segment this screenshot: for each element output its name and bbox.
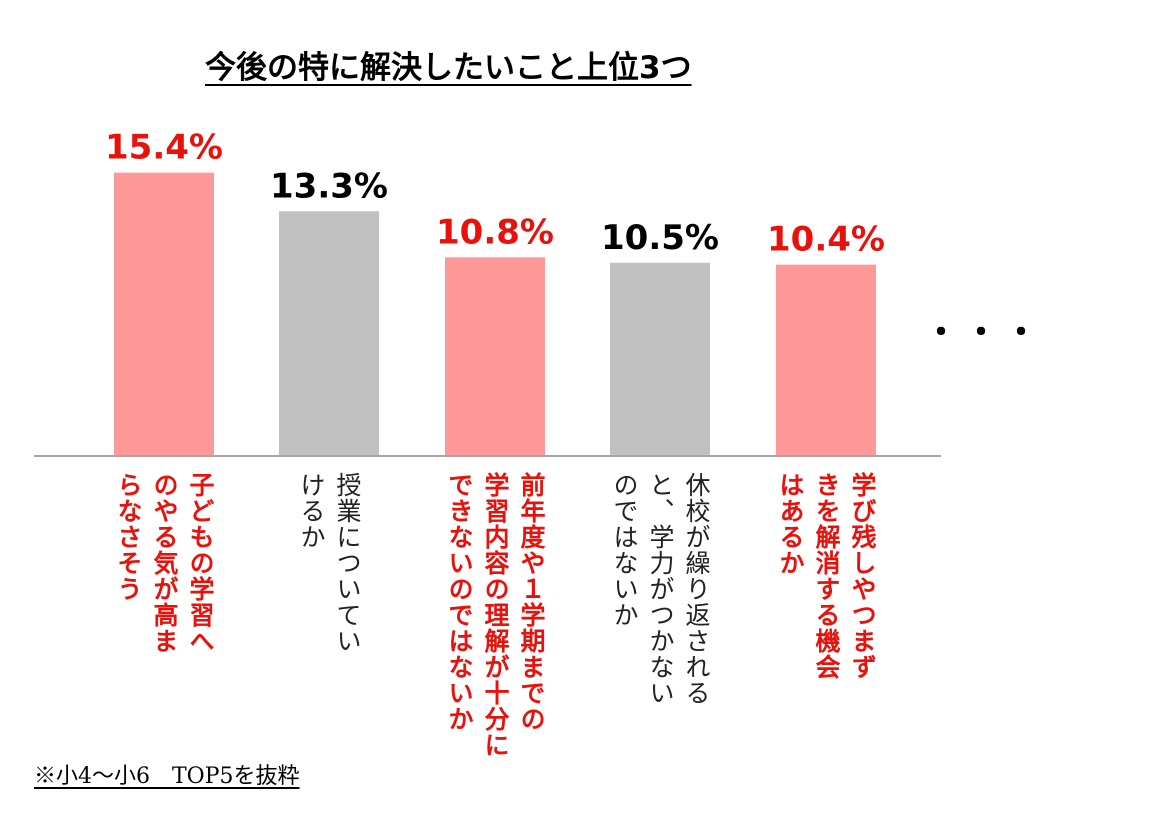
bar-1: [114, 172, 214, 456]
bar-5: [776, 264, 876, 456]
value-labels-layer: 15.4% 13.3% 10.8% 10.5% 10.4%: [105, 128, 885, 260]
value-label-1: 15.4%: [105, 128, 223, 168]
value-label-2: 13.3%: [270, 166, 388, 206]
footnote: ※小4〜小6 TOP5を抜粋: [34, 764, 300, 789]
bar-4: [610, 262, 710, 456]
value-label-5: 10.4%: [767, 220, 885, 260]
ellipsis: ・・・: [924, 313, 1044, 353]
category-label-1: 子どもの学習へ のやる気が高ま らなさそう: [114, 472, 215, 654]
category-label-5: 学び残しやつまず きを解消する機会 はあるか: [776, 472, 877, 680]
value-label-4: 10.5%: [601, 218, 719, 258]
bars-layer: [114, 172, 876, 456]
category-label-2: 授業についてい けるか: [297, 472, 362, 654]
value-label-3: 10.8%: [436, 212, 554, 252]
category-label-3: 前年度や１学期までの 学習内容の理解が十分に できないのではないか: [445, 472, 546, 758]
bar-2: [279, 211, 379, 456]
chart-title: 今後の特に解決したいこと上位3つ: [205, 50, 692, 86]
category-label-4: 休校が繰り返される と、学力がつかない のではないか: [610, 472, 711, 706]
bar-3: [445, 257, 545, 456]
